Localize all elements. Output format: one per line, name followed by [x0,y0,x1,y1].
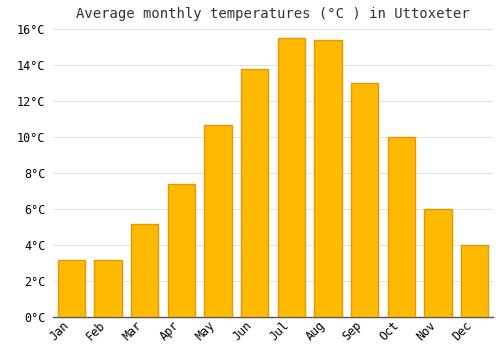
Bar [58,260,85,317]
Bar [461,245,488,317]
Bar [314,40,342,317]
Bar [424,209,452,317]
Bar [94,260,122,317]
Bar [168,184,195,317]
Bar [388,137,415,317]
Bar [241,69,268,317]
Bar [131,224,158,317]
Bar [204,125,232,317]
Bar [278,38,305,317]
Title: Average monthly temperatures (°C ) in Uttoxeter: Average monthly temperatures (°C ) in Ut… [76,7,470,21]
Bar [351,83,378,317]
